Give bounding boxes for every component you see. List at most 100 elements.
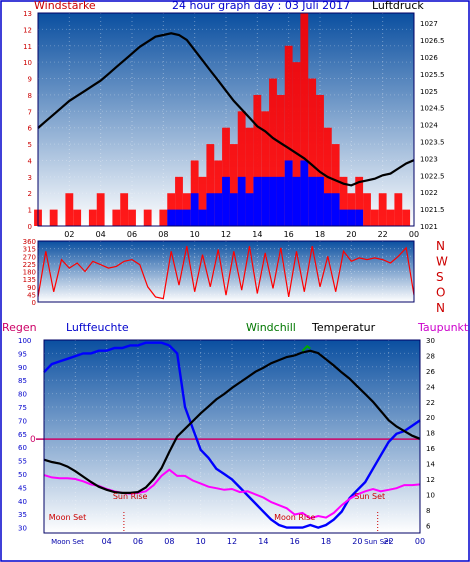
wind-pressure-frame [37,12,415,227]
legend-rain: Regen [2,321,37,334]
legend-windchill: Windchill [246,321,296,334]
wind-average-bar [339,209,348,226]
wind-speed-tick-label: 2 [28,190,32,198]
legend-temperature: Temperatur [311,321,376,334]
pressure-tick-label: 1025 [420,88,438,96]
sun-set-label: Sun Set [354,492,385,501]
wind-gust-bar [112,209,121,226]
wind-speed-tick-label: 13 [23,10,32,18]
hour-tick-label: 04 [102,537,112,546]
wind-gust-bar [143,209,152,226]
sun-moon-annotations: Sun Rise Sun Set Moon Set Moon Rise Moon Set… [49,492,392,546]
graph-title: 24 hour graph day : 03 Juli 2017 [172,0,350,12]
wind-gust-bar [206,144,215,226]
wind-gust-bar [276,94,285,226]
wind-speed-tick-label: 8 [28,92,32,100]
humidity-tick-label: 75 [18,404,27,412]
wind-gust-bar [363,193,371,226]
wind-gust-bar [229,144,238,226]
hour-tick-label: 04 [96,230,106,239]
wind-average-bar [316,176,324,226]
pressure-tick-label: 1026.5 [420,37,445,45]
compass-letter: O [436,286,445,300]
pressure-tick-label: 1025.5 [420,71,445,79]
wind-average-bar [229,193,238,226]
moon-set-label: Moon Set [49,513,86,522]
wind-gust-bar [308,78,317,227]
direction-tick-label: 270 [23,253,36,261]
wind-gust-bar [73,209,82,226]
direction-tick-label: 135 [23,276,36,284]
hour-tick-label: 16 [284,230,294,239]
top-left-label: Windstärke [34,0,96,12]
pressure-tick-label: 1023.5 [420,138,445,146]
legend-dewpoint: Taupunkt [417,321,469,334]
wind-direction-line [37,245,415,300]
humidity-tick-label: 80 [18,391,27,399]
wind-average-bar [245,193,254,226]
humidity-tick-label: 95 [18,350,27,358]
pressure-line [37,32,415,187]
wind-gust-bar [237,111,246,226]
wind-average-bar [300,160,309,226]
hour-tick-label: 06 [133,537,143,546]
wind-speed-tick-label: 3 [28,174,32,182]
hour-tick-label: 00 [409,230,419,239]
pressure-tick-label: 1026 [420,54,438,62]
wind-gust-bar [128,209,136,226]
compass-letter: N [436,239,445,253]
wind-speed-tick-label: 7 [28,108,32,116]
wind-gust-bar [253,94,262,226]
hour-tick-label: 10 [196,537,206,546]
legend-humidity: Luftfeuchte [66,321,129,334]
temp-humidity-plot-area [44,340,420,533]
hour-tick-label: 22 [384,537,394,546]
wind-average-bar [355,209,364,226]
wind-speed-tick-label: 4 [28,157,33,165]
wind-direction-frame [37,240,415,303]
wind-gust-bar [386,209,395,226]
wind-average-bar [253,176,262,226]
wind-gust-bar [120,193,129,226]
temperature-tick-label: 10 [426,491,435,499]
wind-gust-bar [402,209,411,226]
hour-tick-label: 16 [290,537,300,546]
wind-gust-bar [300,13,309,226]
rain-zero-label: 0 [30,435,36,445]
top-right-label: Luftdruck [372,0,424,12]
hour-tick-label: 14 [258,537,268,546]
temperature-tick-label: 22 [426,399,435,407]
temperature-tick-label: 20 [426,414,435,422]
temperature-tick-label: 14 [426,461,435,469]
pressure-tick-label: 1027 [420,20,438,28]
compass-letter: N [436,301,445,315]
wind-average-bar [167,209,176,226]
sun-rise-label: Sun Rise [113,492,148,501]
humidity-axis-labels: 30 35 40 45 50 55 60 65 70 75 80 85 90 95 100 [18,337,31,533]
wind-gust-bar [245,127,254,226]
wind-speed-tick-label: 11 [23,43,32,51]
hour-tick-label: 18 [315,230,325,239]
wind-pressure-hour-labels: 02 04 06 08 10 12 14 16 18 20 22 00 [64,230,419,239]
hour-tick-label: 14 [252,230,262,239]
wind-average-bar [269,176,277,226]
hour-tick-label: 08 [164,537,174,546]
hour-tick-label: 08 [158,230,168,239]
wind-average-bar [206,193,215,226]
hour-tick-label: 22 [378,230,388,239]
humidity-tick-label: 30 [18,525,27,533]
wind-average-bar [276,176,285,226]
wind-average-bar [222,176,230,226]
wind-gust-bar [159,209,168,226]
wind-speed-tick-label: 0 [28,223,32,231]
hour-tick-label: 20 [352,537,362,546]
pressure-tick-label: 1024 [420,122,438,130]
humidity-tick-label: 35 [18,511,27,519]
windchill-line [301,344,311,352]
hour-tick-label: 00 [415,537,425,546]
wind-average-bar [347,209,356,226]
direction-tick-label: 90 [27,284,36,292]
